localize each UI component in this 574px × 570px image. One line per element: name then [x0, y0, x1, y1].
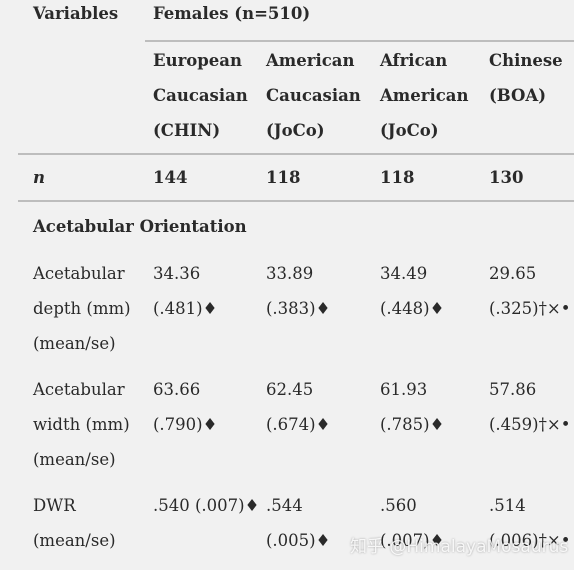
column-header: (JoCo)	[266, 121, 325, 140]
cell: (.459)†×•	[489, 415, 571, 434]
column-header: (CHIN)	[153, 121, 221, 140]
cell: 34.36	[153, 264, 201, 283]
header-cell: Variables	[33, 4, 119, 23]
cell: 144	[153, 168, 188, 187]
column-header: Chinese	[489, 51, 563, 70]
row-label: (mean/se)	[33, 334, 116, 353]
column-header: European	[153, 51, 242, 70]
column-header: Caucasian	[153, 86, 248, 105]
row-label: Acetabular	[33, 380, 125, 399]
column-header: (JoCo)	[380, 121, 439, 140]
watermark: 知乎 @HimalayaMosaurus	[350, 537, 569, 557]
cell: .540 (.007)♦	[153, 496, 260, 515]
rule	[18, 200, 574, 202]
column-header: (BOA)	[489, 86, 547, 105]
cell: 34.49	[380, 264, 428, 283]
section-heading: Acetabular Orientation	[33, 217, 247, 236]
cell: (.785)♦	[380, 415, 445, 434]
cell: (.325)†×•	[489, 299, 571, 318]
row-label: depth (mm)	[33, 299, 131, 318]
cell: 63.66	[153, 380, 201, 399]
cell: 33.89	[266, 264, 314, 283]
cell: 61.93	[380, 380, 428, 399]
column-header: Caucasian	[266, 86, 361, 105]
cell: .514	[489, 496, 526, 515]
cell: (.383)♦	[266, 299, 331, 318]
row-label: (mean/se)	[33, 531, 116, 550]
header-cell: Females (n=510)	[153, 4, 311, 23]
row-label: width (mm)	[33, 415, 130, 434]
cell: .560	[380, 496, 417, 515]
cell: (.790)♦	[153, 415, 218, 434]
cell: 57.86	[489, 380, 537, 399]
column-header: African	[380, 51, 448, 70]
cell: 29.65	[489, 264, 537, 283]
row-label: (mean/se)	[33, 450, 116, 469]
row-label: Acetabular	[33, 264, 125, 283]
cell: (.005)♦	[266, 531, 331, 550]
cell: 118	[266, 168, 301, 187]
cell: 62.45	[266, 380, 314, 399]
cell: 130	[489, 168, 524, 187]
cell: 118	[380, 168, 415, 187]
column-header: American	[266, 51, 355, 70]
row-label: DWR	[33, 496, 76, 515]
rule	[145, 40, 574, 42]
cell: (.481)♦	[153, 299, 218, 318]
rule	[18, 153, 574, 155]
row-label: n	[33, 168, 45, 187]
cell: (.448)♦	[380, 299, 445, 318]
cell: (.007)♦	[380, 531, 445, 550]
cell: .544	[266, 496, 303, 515]
cell: (.006)†×•	[489, 531, 571, 550]
column-header: American	[380, 86, 469, 105]
cell: (.674)♦	[266, 415, 331, 434]
